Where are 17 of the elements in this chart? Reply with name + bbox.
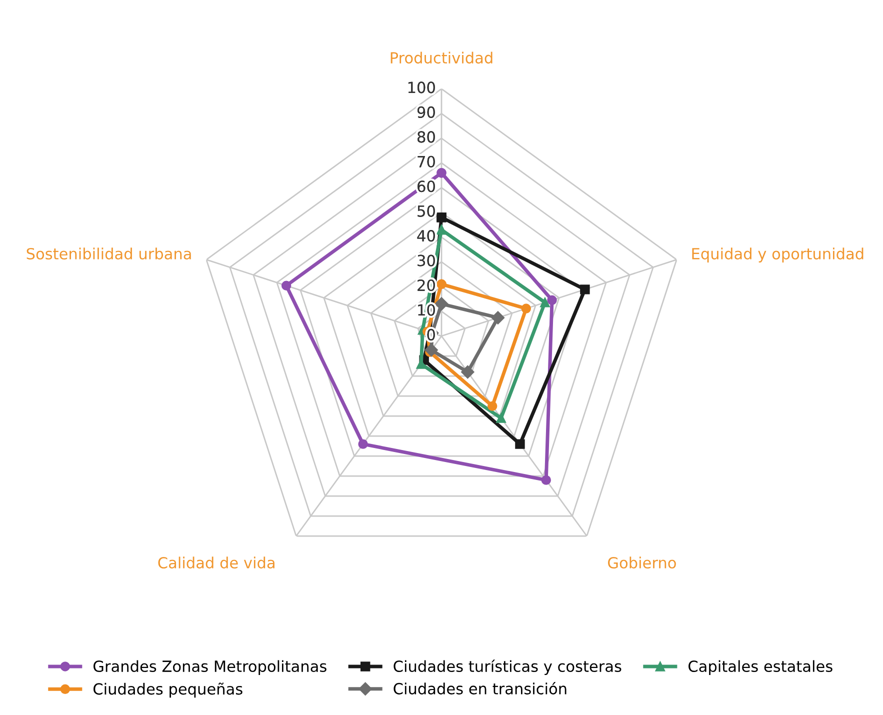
spoke-label: Sostenibilidad urbana <box>26 248 191 260</box>
y-tick-label: 90 <box>417 106 435 118</box>
spoke-label: Gobierno <box>608 556 676 569</box>
legend-label: Grandes Zonas Metropolitanas <box>94 660 326 675</box>
spoke-label: Productividad <box>390 52 492 64</box>
y-tick-label: 40 <box>417 230 435 242</box>
legend-label: Ciudades en transición <box>394 682 566 694</box>
y-tick-label: 80 <box>418 131 435 143</box>
legend-label: Capitales estatales <box>688 660 832 675</box>
legend-label: Ciudades pequeñas <box>94 682 242 698</box>
y-tick-label: 0 <box>427 328 435 340</box>
y-tick-label: 100 <box>408 82 435 94</box>
spoke-label: Equidad y oportunidad <box>692 248 864 262</box>
legend-label: Ciudades turísticas y costeras <box>394 660 622 675</box>
spoke-label: Calidad de vida <box>158 556 274 569</box>
y-tick-label: 50 <box>418 205 435 217</box>
y-tick-label: 70 <box>418 156 435 168</box>
